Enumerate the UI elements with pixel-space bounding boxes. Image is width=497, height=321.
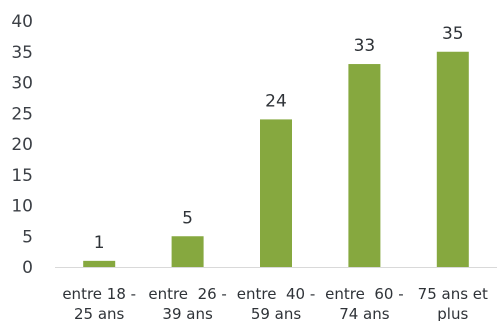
category-label: entre 60 - 74 ans — [325, 285, 404, 321]
category-label: entre 18 - 25 ans — [62, 285, 136, 321]
category-label-line: 39 ans — [162, 305, 213, 321]
category-label-line: entre 26 - — [148, 285, 227, 303]
data-label: 33 — [354, 36, 376, 56]
category-labels: entre 18 - 25 ans entre 26 - 39 ans entre 40… — [62, 285, 488, 321]
y-tick-label: 40 — [11, 12, 33, 32]
y-tick-label: 30 — [11, 74, 33, 94]
category-label-line: entre 18 - — [62, 285, 136, 303]
y-tick-label: 5 — [22, 227, 33, 247]
bars — [83, 51, 469, 268]
y-tick-label: 20 — [11, 135, 33, 155]
data-label: 1 — [94, 233, 105, 253]
bar — [171, 236, 204, 267]
bar — [83, 260, 116, 267]
data-label: 5 — [182, 208, 193, 228]
category-label-line: 74 ans — [339, 305, 390, 321]
y-axis-ticks: 0 5 10 15 20 25 30 35 40 — [11, 12, 33, 278]
category-label-line: plus — [437, 305, 468, 321]
category-label-line: entre 60 - — [325, 285, 404, 303]
bar — [260, 119, 292, 268]
category-label-line: 59 ans — [251, 305, 302, 321]
category-label-line: 75 ans et — [418, 285, 488, 303]
y-tick-label: 25 — [11, 104, 33, 124]
y-tick-label: 35 — [11, 43, 33, 63]
category-label: entre 40 - 59 ans — [237, 285, 316, 321]
y-tick-label: 0 — [22, 258, 33, 278]
category-label-line: 25 ans — [74, 305, 125, 321]
data-label: 24 — [265, 91, 287, 111]
bar — [348, 64, 381, 267]
category-label-line: entre 40 - — [237, 285, 316, 303]
bar — [436, 51, 469, 267]
category-label: entre 26 - 39 ans — [148, 285, 227, 321]
y-tick-label: 15 — [11, 166, 33, 186]
y-tick-label: 10 — [11, 197, 33, 217]
data-label: 35 — [442, 24, 464, 44]
category-label: 75 ans et plus — [418, 285, 488, 321]
